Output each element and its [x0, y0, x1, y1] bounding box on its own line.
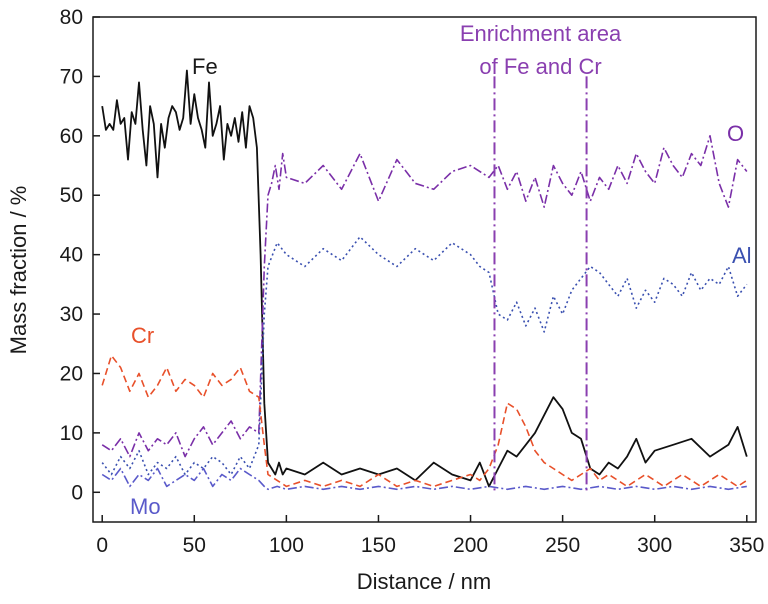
y-tick-label: 30	[60, 303, 83, 326]
series-label-mo: Mo	[130, 494, 161, 519]
x-tick-label: 300	[637, 534, 672, 557]
y-tick-label: 10	[60, 422, 83, 445]
series-line-fe	[101, 69, 748, 488]
series-label-fe: Fe	[192, 54, 218, 79]
y-tick-label: 60	[60, 125, 83, 148]
series-line-cr	[101, 354, 748, 488]
series-line-mo	[101, 467, 747, 491]
y-tick-label: 0	[71, 481, 83, 504]
x-tick-label: 100	[269, 534, 304, 557]
y-tick-label: 80	[60, 6, 83, 29]
y-tick-label: 20	[60, 362, 83, 385]
x-tick-label: 150	[361, 534, 396, 557]
x-axis-title: Distance / nm	[357, 569, 492, 594]
enrichment-label-line-2: of Fe and Cr	[479, 54, 601, 79]
x-tick-label: 200	[453, 534, 488, 557]
y-tick-label: 40	[60, 244, 83, 267]
enrichment-label-line-1: Enrichment area	[460, 21, 622, 46]
series-line-al	[101, 236, 748, 476]
y-tick-label: 70	[60, 65, 83, 88]
enrichment-annotation: Enrichment area of Fe and Cr	[460, 21, 622, 493]
x-tick-label: 0	[96, 534, 108, 557]
x-tick-label: 350	[729, 534, 764, 557]
plot-frame	[92, 16, 757, 523]
y-tick-label: 50	[60, 184, 83, 207]
series-layer	[101, 69, 748, 491]
series-label-o: O	[727, 121, 744, 146]
series-line-o	[101, 135, 748, 458]
series-label-cr: Cr	[131, 323, 154, 348]
series-labels: Fe O Al Cr Mo	[130, 54, 752, 519]
axis-ticks: 0 50 100 150 200 250 300 350 0 10 20 30 40 50 60 70 80	[60, 6, 765, 557]
series-label-al: Al	[732, 243, 752, 268]
y-axis-title: Mass fraction / %	[6, 186, 31, 355]
x-tick-label: 250	[545, 534, 580, 557]
x-tick-label: 50	[183, 534, 206, 557]
